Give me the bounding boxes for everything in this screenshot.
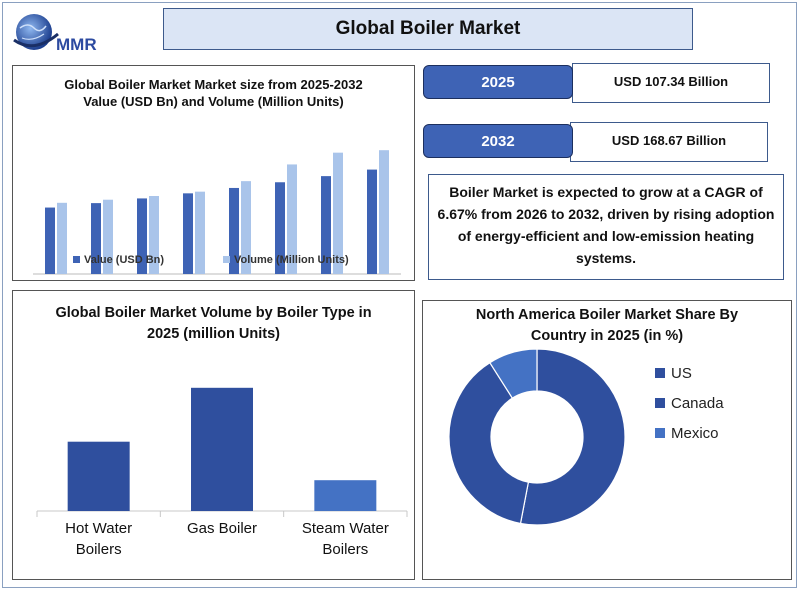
stat-year-2032: 2032 — [423, 124, 573, 158]
slice-canada — [448, 361, 530, 525]
page-title-text: Global Boiler Market — [335, 18, 521, 39]
mmr-logo: MMR — [10, 10, 130, 58]
bar-value-2026 — [91, 203, 101, 274]
x-tick-label: Hot Water Boilers — [65, 520, 132, 558]
bar-hot-water-boilers — [67, 441, 130, 511]
x-tick-label: Steam Water Boilers — [302, 520, 389, 558]
legend-swatch — [655, 428, 665, 438]
chart-title: Global Boiler Market Volume by Boiler Ty… — [55, 305, 372, 342]
legend-label: Mexico — [671, 425, 719, 442]
stat-value-2025-text: USD 107.34 Billion — [613, 74, 729, 89]
stat-year-2032-text: 2032 — [481, 132, 515, 150]
bar-volume-2031 — [333, 152, 343, 274]
bar-steam-water-boilers — [314, 480, 377, 511]
legend-swatch — [223, 256, 230, 263]
country-share-chart-panel: North America Boiler Market Share By Cou… — [422, 300, 792, 580]
legend-label: US — [671, 365, 692, 382]
x-tick-label: Gas Boiler — [187, 520, 257, 537]
stat-value-2032-text: USD 168.67 Billion — [611, 133, 727, 148]
bar-gas-boiler — [191, 387, 253, 511]
bar-value-2030 — [275, 182, 285, 274]
legend-label: Value (USD Bn) — [84, 254, 164, 266]
boiler-type-chart-panel: Global Boiler Market Volume by Boiler Ty… — [12, 290, 415, 580]
bar-value-2031 — [321, 176, 331, 274]
cagr-summary-text: Boiler Market is expected to grow at a C… — [437, 184, 775, 266]
legend-label: Volume (Million Units) — [234, 254, 349, 266]
bar-value-2027 — [137, 198, 147, 274]
legend-label: Canada — [671, 395, 724, 412]
bar-volume-2032 — [379, 150, 389, 274]
slice-mexico — [489, 348, 538, 399]
bar-value-2025 — [45, 207, 55, 274]
chart-title: North America Boiler Market Share By Cou… — [475, 307, 739, 344]
legend-swatch — [73, 256, 80, 263]
bar-value-2032 — [367, 169, 377, 274]
bar-value-2028 — [183, 193, 193, 274]
stat-value-2032: USD 168.67 Billion — [570, 122, 768, 162]
globe-icon: MMR — [13, 14, 97, 54]
legend-swatch — [655, 368, 665, 378]
market-size-chart-panel: Global Boiler Market Market size from 20… — [12, 65, 415, 281]
market-size-chart: 20252026202720282029203020312032Value (U… — [33, 150, 401, 275]
stat-year-2025-text: 2025 — [481, 73, 515, 91]
svg-text:MMR: MMR — [56, 35, 97, 54]
cagr-summary-panel: Boiler Market is expected to grow at a C… — [428, 174, 784, 280]
stat-year-2025: 2025 — [423, 65, 573, 99]
boiler-type-chart: Hot Water Boilers Gas Boiler Steam Water Boi… — [36, 387, 408, 558]
bar-volume-2028 — [195, 191, 205, 274]
stat-value-2025: USD 107.34 Billion — [572, 63, 770, 103]
bar-volume-2025 — [57, 202, 67, 274]
chart-title: Global Boiler Market Market size from 20… — [64, 77, 363, 109]
bar-volume-2027 — [149, 196, 159, 274]
slice-us — [519, 348, 626, 526]
country-share-chart: US Canada Mexico — [448, 348, 724, 526]
bar-volume-2030 — [287, 164, 297, 274]
legend-swatch — [655, 398, 665, 408]
bar-value-2029 — [229, 187, 239, 274]
bar-volume-2026 — [103, 199, 113, 274]
bar-volume-2029 — [241, 181, 251, 274]
page-title: Global Boiler Market — [163, 8, 693, 50]
